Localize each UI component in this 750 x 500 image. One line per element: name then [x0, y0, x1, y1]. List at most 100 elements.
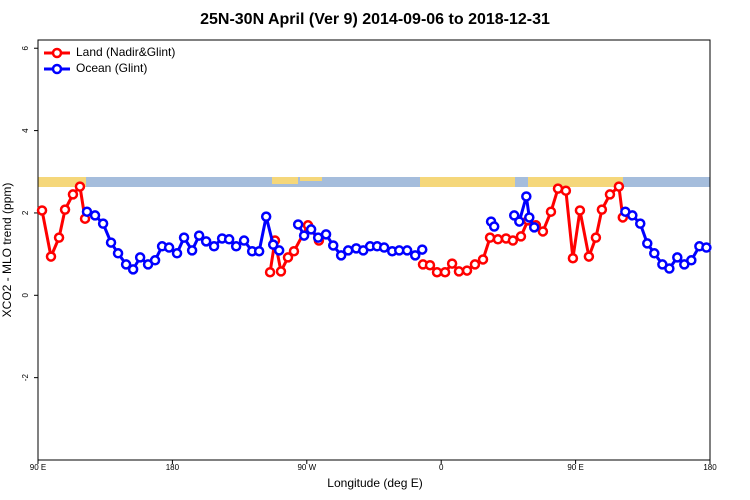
point — [342, 245, 354, 256]
point — [537, 226, 549, 237]
point — [583, 251, 595, 262]
point — [193, 230, 205, 241]
point — [298, 230, 310, 241]
y-tick-label: 0 — [21, 293, 30, 298]
point — [401, 245, 413, 256]
point — [635, 218, 646, 229]
point — [439, 266, 451, 278]
point — [431, 266, 443, 278]
point — [134, 252, 146, 263]
point — [238, 235, 250, 246]
point — [97, 218, 109, 229]
point — [515, 231, 527, 242]
point — [253, 245, 265, 257]
point — [305, 224, 317, 235]
point — [67, 189, 79, 200]
point — [127, 264, 139, 275]
point — [642, 238, 653, 249]
point — [335, 250, 347, 261]
point — [560, 185, 572, 196]
point — [320, 229, 332, 240]
point — [89, 210, 101, 221]
point — [701, 242, 712, 253]
point — [275, 266, 287, 277]
point — [288, 245, 300, 257]
point — [507, 235, 519, 246]
y-tick-label: -2 — [21, 374, 30, 382]
point — [200, 236, 212, 247]
point — [59, 204, 71, 215]
point — [282, 252, 294, 263]
x-axis-label: Longitude (deg E) — [327, 476, 422, 490]
point — [36, 205, 48, 216]
point — [521, 191, 532, 202]
point — [545, 206, 557, 217]
series-line — [86, 196, 707, 272]
point — [686, 255, 697, 266]
point — [574, 205, 586, 216]
point — [524, 212, 535, 223]
point — [672, 252, 683, 263]
point — [178, 232, 190, 243]
point — [477, 254, 489, 265]
x-tick-label: 180 — [703, 463, 717, 472]
point — [264, 266, 276, 278]
point — [186, 245, 198, 256]
legend-label: Ocean (Glint) — [76, 61, 147, 75]
point — [378, 242, 390, 253]
point — [664, 263, 675, 274]
y-tick-label: 6 — [21, 45, 30, 50]
point — [488, 221, 500, 232]
point — [604, 189, 616, 200]
point — [514, 216, 525, 227]
point — [596, 204, 608, 215]
point — [492, 234, 504, 245]
point — [260, 211, 272, 222]
point — [53, 232, 65, 243]
point — [105, 237, 117, 248]
point — [461, 265, 473, 276]
point — [230, 241, 242, 252]
point — [45, 251, 57, 262]
point — [649, 248, 660, 259]
x-tick-label: 90 E — [567, 463, 583, 472]
legend-marker — [51, 47, 63, 59]
point — [453, 266, 465, 277]
point — [416, 244, 428, 255]
point — [120, 259, 132, 270]
point — [81, 206, 93, 217]
point — [327, 240, 339, 251]
point — [469, 259, 481, 270]
point — [74, 181, 86, 192]
point — [567, 252, 579, 264]
point — [273, 245, 285, 256]
point — [446, 258, 458, 269]
point — [613, 181, 625, 192]
point — [267, 239, 279, 250]
point — [163, 242, 175, 253]
point — [528, 222, 540, 233]
point — [171, 248, 183, 259]
point — [112, 248, 124, 259]
legend-marker — [51, 63, 63, 75]
x-tick-label: 0 — [439, 463, 444, 472]
point — [409, 250, 421, 261]
point — [223, 234, 235, 245]
point — [208, 241, 220, 252]
point — [149, 255, 161, 266]
y-axis-label: XCO2 - MLO trend (ppm) — [0, 183, 14, 318]
land-mask-strip — [38, 177, 710, 187]
point — [292, 219, 304, 230]
x-tick-label: 180 — [166, 463, 180, 472]
y-tick-label: 2 — [21, 210, 30, 215]
x-tick-label: 90 E — [30, 463, 46, 472]
point — [590, 232, 602, 243]
point — [424, 259, 436, 271]
chart-title: 25N-30N April (Ver 9) 2014-09-06 to 2018… — [200, 11, 550, 28]
x-tick-label: 90 W — [297, 463, 316, 472]
legend-label: Land (Nadir&Glint) — [76, 45, 175, 59]
y-tick-label: 4 — [21, 128, 30, 133]
point — [627, 210, 638, 221]
